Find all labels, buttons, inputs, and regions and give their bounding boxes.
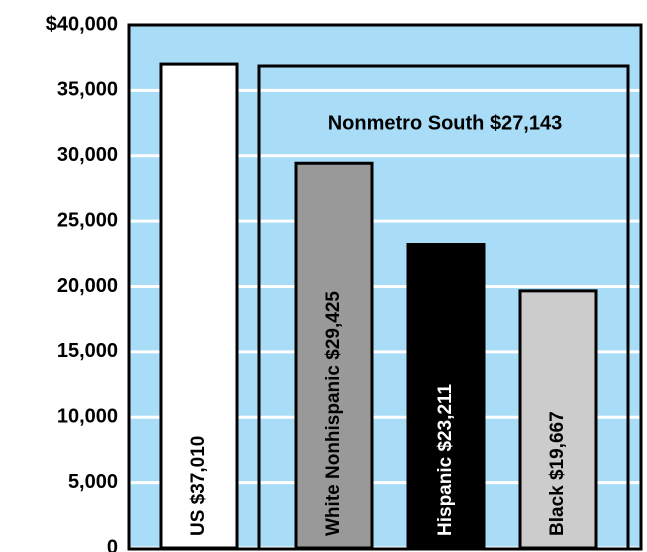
annotation: Nonmetro South $27,143 (328, 112, 563, 134)
plot-frame (127, 23, 643, 551)
y-tick-label: 0 (107, 536, 118, 552)
y-tick-label: 10,000 (57, 406, 118, 428)
bar-label: Hispanic $23,211 (435, 383, 456, 536)
y-tick-label: 20,000 (57, 275, 118, 297)
y-tick-label: 5,000 (68, 471, 118, 493)
bar-label: US $37,010 (188, 436, 209, 536)
y-tick-label: 15,000 (57, 340, 118, 362)
y-tick-label: $40,000 (46, 13, 118, 35)
bar-label: Black $19,667 (547, 411, 568, 536)
y-tick-label: 35,000 (57, 79, 118, 101)
y-tick-label: 25,000 (57, 209, 118, 231)
bar-label: White Nonhispanic $29,425 (323, 291, 344, 536)
y-tick-label: 30,000 (57, 144, 118, 166)
